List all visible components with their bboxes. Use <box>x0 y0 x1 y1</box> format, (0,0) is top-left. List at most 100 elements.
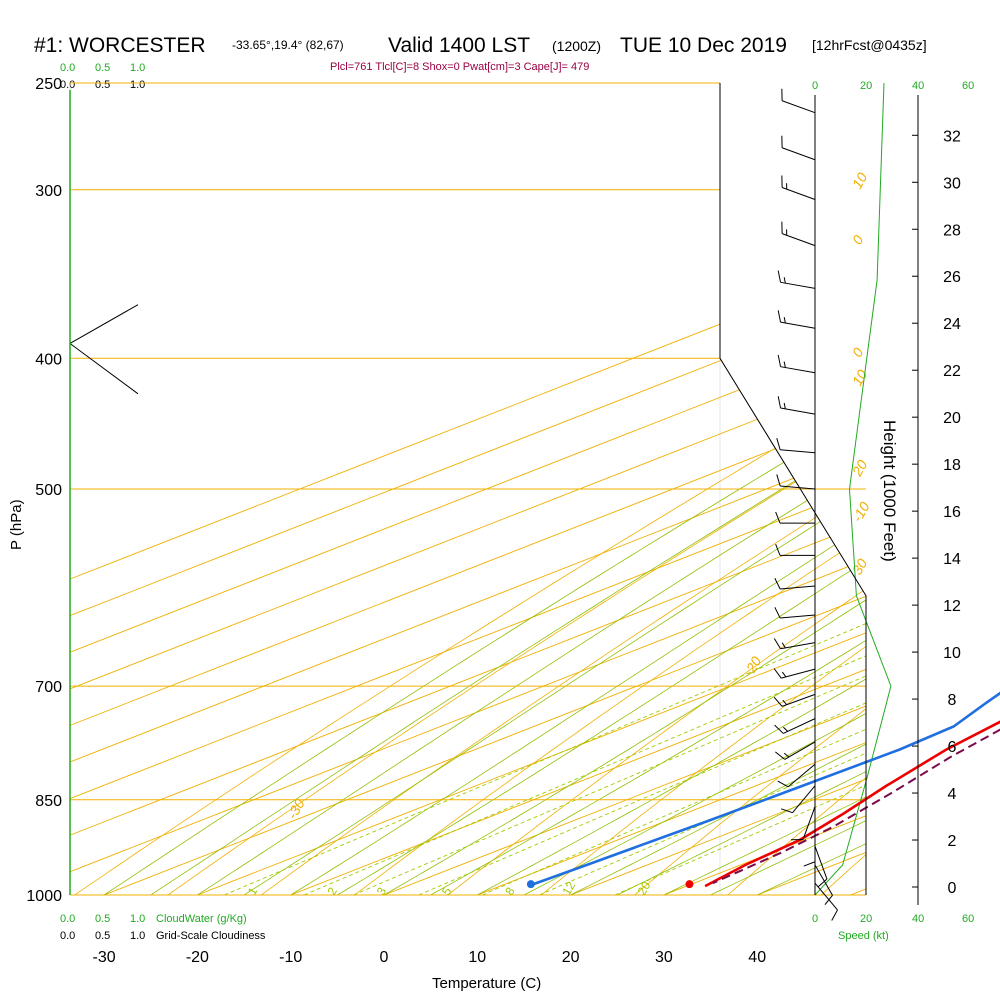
mixing-ratio-label: 20 <box>635 879 654 898</box>
isotherm-label: 20 <box>848 457 870 480</box>
dry-adiabat-line <box>634 83 866 895</box>
wind-speed-profile <box>814 82 892 896</box>
parcel-line <box>712 728 1000 885</box>
wind-barb <box>777 763 816 788</box>
moist-adiabat-line <box>617 83 866 895</box>
cloudiness-label: Grid-Scale Cloudiness <box>156 930 266 942</box>
wind-barb <box>791 806 816 841</box>
cloudwater-tick-top: 0.5 <box>95 62 110 74</box>
wind-barb <box>780 785 816 814</box>
isotherm-line <box>383 83 866 895</box>
isotherm-label: -20 <box>740 653 764 679</box>
indices-line: Plcl=761 Tlcl[C]=8 Shox=0 Pwat[cm]=3 Cap… <box>330 61 589 73</box>
cloudwater-tick-bottom: 0.5 <box>95 913 110 925</box>
pressure-tick-label: 300 <box>35 183 62 200</box>
pressure-tick-label: 500 <box>35 482 62 499</box>
height-tick-label: 16 <box>943 504 961 521</box>
isotherm-line <box>290 83 866 895</box>
pressure-tick-label: 250 <box>35 76 62 93</box>
height-tick-label: 8 <box>948 692 957 709</box>
pressure-tick-label: 400 <box>35 351 62 368</box>
isotherm-label: 0 <box>849 345 867 360</box>
moist-adiabat-line <box>523 83 866 895</box>
wind-barb <box>781 135 816 161</box>
mixing-ratio-line <box>418 357 866 895</box>
x-axis-label: Temperature (C) <box>432 975 541 992</box>
surface-temperature-dot <box>685 880 694 889</box>
height-tick-label: 32 <box>943 128 961 145</box>
temperature-tick-label: 10 <box>468 949 486 966</box>
height-tick-label: 26 <box>943 269 961 286</box>
wind-barb <box>773 668 816 679</box>
speed-tick-bottom: 0 <box>812 913 818 925</box>
wind-barb <box>775 511 815 524</box>
height-tick-label: 2 <box>948 833 957 850</box>
wind-barb <box>814 845 828 888</box>
plot-right-border <box>719 83 867 895</box>
wind-barb <box>781 88 816 114</box>
temperature-line <box>704 720 1000 888</box>
speed-tick-bottom: 20 <box>860 913 872 925</box>
mixing-ratio-line <box>481 357 866 895</box>
wind-barb <box>776 438 816 454</box>
wind-barb <box>777 396 816 415</box>
wind-barb <box>777 354 816 374</box>
mixing-ratio-label: 3 <box>374 885 390 898</box>
wind-barb <box>775 741 816 760</box>
temperature-tick-label: -30 <box>93 949 116 966</box>
cloudwater-label: CloudWater (g/Kg) <box>156 913 247 925</box>
moist-adiabat-line <box>103 83 866 895</box>
mixing-ratio-line <box>614 357 866 895</box>
station-coords: -33.65°,19.4° (82,67) <box>232 38 344 52</box>
speed-label: Speed (kt) <box>838 930 889 942</box>
moist-adiabat-line <box>197 83 866 895</box>
height-tick-label: 4 <box>948 786 957 803</box>
isotherm-line <box>103 83 866 895</box>
wind-barb <box>777 310 816 329</box>
pressure-tick-label: 1000 <box>26 888 62 905</box>
height-tick-label: 30 <box>943 175 961 192</box>
wind-barb <box>781 175 816 200</box>
speed-tick-top: 20 <box>860 80 872 92</box>
dewpoint-line <box>527 691 1000 888</box>
height-tick-label: 28 <box>943 222 961 239</box>
station-title: #1: WORCESTER <box>34 34 206 57</box>
temperature-tick-label: -20 <box>186 949 209 966</box>
dry-adiabat-line <box>540 83 866 895</box>
wind-barb <box>803 826 816 867</box>
mixing-ratio-label: 5 <box>439 885 455 898</box>
valid-time: Valid 1400 LST <box>388 34 530 57</box>
cloudiness-profile <box>69 304 139 395</box>
pressure-tick-label: 850 <box>35 793 62 810</box>
cloudwater-tick-top: 0.0 <box>60 62 75 74</box>
wind-barb <box>814 882 838 921</box>
speed-tick-bottom: 60 <box>962 913 974 925</box>
moist-adiabat-line <box>150 83 866 895</box>
isotherm-label: 10 <box>849 367 871 389</box>
cloudwater-tick-bottom: 0.0 <box>60 913 75 925</box>
forecast-tag: [12hrFcst@0435z] <box>812 37 927 53</box>
y-axis-label: P (hPa) <box>8 499 25 550</box>
cloudiness-tick-bottom: 1.0 <box>130 930 145 942</box>
speed-tick-top: 40 <box>912 80 924 92</box>
moist-adiabat-line <box>337 83 866 895</box>
wind-barb <box>775 544 815 556</box>
isotherm-line <box>70 83 866 895</box>
cloudwater-tick-top: 1.0 <box>130 62 145 74</box>
wind-barb <box>776 474 816 490</box>
moist-adiabat-line <box>243 83 866 895</box>
isotherm-line <box>197 83 866 895</box>
mixing-ratio-label: 2 <box>324 885 340 898</box>
temperature-tick-label: 0 <box>380 949 389 966</box>
speed-tick-top: 0 <box>812 80 818 92</box>
temperature-tick-label: 30 <box>655 949 673 966</box>
temperature-tick-label: 40 <box>748 949 766 966</box>
height-tick-label: 12 <box>943 598 961 615</box>
moist-adiabat-line <box>570 83 866 895</box>
surface-dewpoint-dot <box>526 880 535 889</box>
temperature-tick-label: 20 <box>562 949 580 966</box>
moist-adiabat-line <box>430 83 866 895</box>
